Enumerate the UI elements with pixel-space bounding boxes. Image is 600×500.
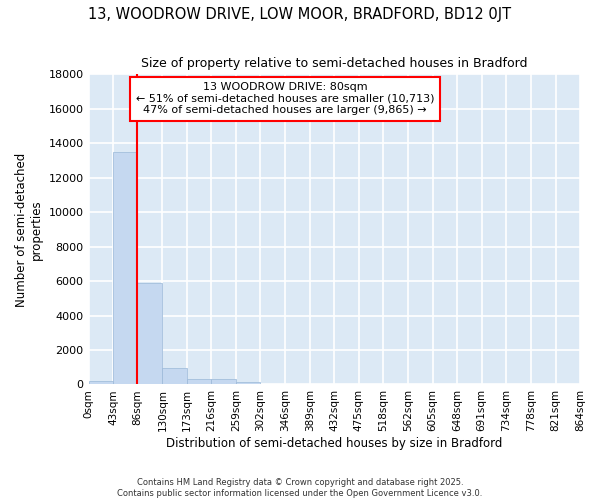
Bar [211, 380, 236, 384]
Bar [89, 381, 113, 384]
Y-axis label: Number of semi-detached
properties: Number of semi-detached properties [15, 152, 43, 306]
Bar [163, 368, 187, 384]
Text: 13, WOODROW DRIVE, LOW MOOR, BRADFORD, BD12 0JT: 13, WOODROW DRIVE, LOW MOOR, BRADFORD, B… [88, 8, 512, 22]
Title: Size of property relative to semi-detached houses in Bradford: Size of property relative to semi-detach… [141, 58, 527, 70]
Text: 13 WOODROW DRIVE: 80sqm
← 51% of semi-detached houses are smaller (10,713)
47% o: 13 WOODROW DRIVE: 80sqm ← 51% of semi-de… [136, 82, 434, 116]
Bar [113, 152, 137, 384]
X-axis label: Distribution of semi-detached houses by size in Bradford: Distribution of semi-detached houses by … [166, 437, 502, 450]
Text: Contains HM Land Registry data © Crown copyright and database right 2025.
Contai: Contains HM Land Registry data © Crown c… [118, 478, 482, 498]
Bar [137, 283, 162, 384]
Bar [187, 379, 211, 384]
Bar [236, 382, 260, 384]
